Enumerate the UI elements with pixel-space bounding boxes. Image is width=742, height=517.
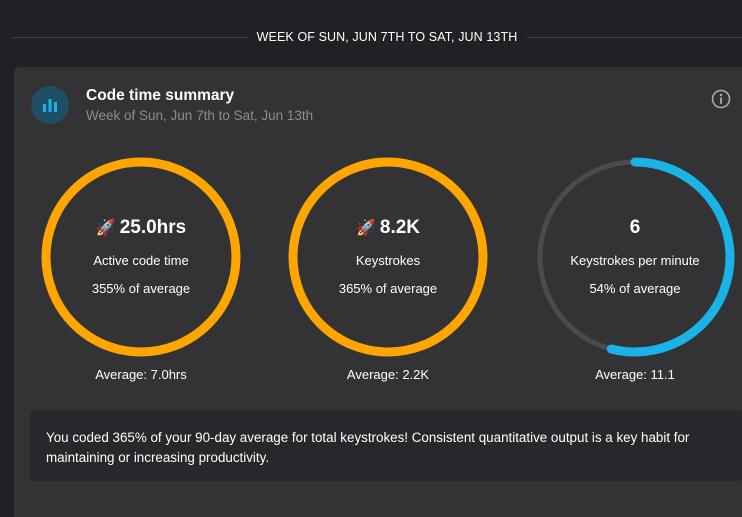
metric-value: 🚀 8.2K xyxy=(288,217,488,239)
info-icon[interactable] xyxy=(711,89,731,109)
metric-value-text: 6 xyxy=(629,217,641,238)
metric-label: Active code time xyxy=(93,253,189,268)
week-title: WEEK OF SUN, JUN 7TH TO SAT, JUN 13TH xyxy=(256,30,518,44)
progress-ring xyxy=(535,157,735,357)
rocket-icon: 🚀 xyxy=(355,220,376,237)
metric-average: Average: 7.0hrs xyxy=(95,367,187,382)
card-subtitle: Week of Sun, Jun 7th to Sat, Jun 13th xyxy=(86,108,314,123)
divider-right xyxy=(526,37,742,38)
metric-label: Keystrokes xyxy=(355,253,421,268)
metric-average: Average: 11.1 xyxy=(595,367,675,382)
metric-keystrokes-per-minute: 6 Keystrokes per minute 54% of average xyxy=(535,157,735,357)
rocket-icon: 🚀 xyxy=(95,220,116,237)
metric-value-text: 8.2K xyxy=(379,217,421,238)
metric-percent: 54% of average xyxy=(589,281,681,296)
bar-chart-icon xyxy=(43,99,57,112)
metric-percent: 365% of average xyxy=(338,281,438,296)
progress-ring xyxy=(288,157,488,357)
progress-ring xyxy=(41,157,241,357)
metric-value: 🚀 25.0hrs xyxy=(41,217,241,239)
insight-box: You coded 365% of your 90-day average fo… xyxy=(30,410,742,481)
metric-value: 6 xyxy=(535,217,735,239)
metric-active-code-time: 🚀 25.0hrs Active code time 355% of averag… xyxy=(41,157,241,357)
week-header: WEEK OF SUN, JUN 7TH TO SAT, JUN 13TH xyxy=(0,0,742,67)
insight-text: You coded 365% of your 90-day average fo… xyxy=(46,430,690,465)
metric-label: Keystrokes per minute xyxy=(570,253,700,268)
metric-value-text: 25.0hrs xyxy=(119,217,187,238)
card-title: Code time summary xyxy=(86,87,235,104)
metric-keystrokes: 🚀 8.2K Keystrokes 365% of average xyxy=(288,157,488,357)
summary-avatar xyxy=(31,86,69,124)
divider-left xyxy=(12,37,248,38)
metric-average: Average: 2.2K xyxy=(346,367,430,382)
metric-percent: 355% of average xyxy=(91,281,191,296)
code-time-summary-card: Code time summary Week of Sun, Jun 7th t… xyxy=(14,67,742,517)
